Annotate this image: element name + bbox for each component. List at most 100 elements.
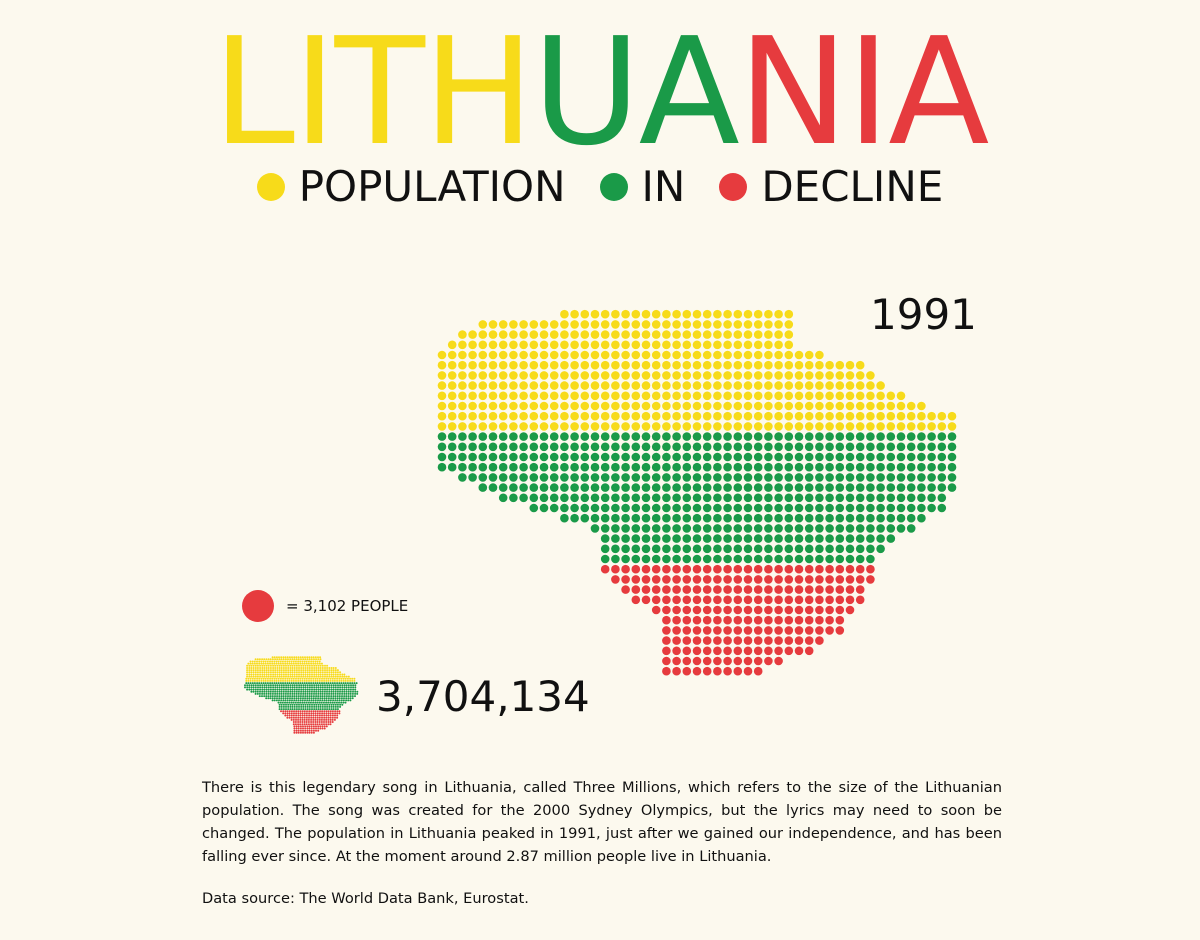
population-dot xyxy=(743,371,753,380)
mini-map-dot xyxy=(310,690,313,693)
mini-map-dot xyxy=(310,716,313,719)
mini-map-dot xyxy=(295,727,298,730)
population-dot xyxy=(855,401,865,411)
mini-map-dot xyxy=(295,664,298,667)
population-dot xyxy=(753,371,763,380)
population-dot xyxy=(896,462,906,472)
mini-map-dot xyxy=(299,701,302,704)
mini-map-dot xyxy=(267,667,270,669)
mini-map-dot xyxy=(274,658,277,661)
mini-map-dot xyxy=(336,712,339,715)
mini-map-dot xyxy=(332,669,335,672)
population-dot xyxy=(580,513,590,523)
mini-map-dot xyxy=(313,692,315,695)
mini-map-dot xyxy=(293,725,296,728)
mini-map-dot xyxy=(336,716,339,719)
population-dot xyxy=(519,422,528,431)
subtitle: POPULATION IN DECLINE xyxy=(0,162,1200,211)
population-dot xyxy=(804,575,814,584)
population-dot xyxy=(917,462,926,472)
population-dot xyxy=(611,473,620,482)
mini-map-dot xyxy=(276,690,279,693)
mini-map-dot xyxy=(293,729,296,732)
population-dot xyxy=(784,544,794,554)
mini-map-dot xyxy=(318,712,321,715)
population-dot xyxy=(631,524,641,533)
population-dot xyxy=(702,432,712,441)
population-dot xyxy=(896,432,906,441)
mini-map-dot xyxy=(265,667,268,669)
mini-map-dot xyxy=(329,710,332,713)
population-dot xyxy=(519,350,528,360)
population-dot xyxy=(702,534,712,543)
population-dot xyxy=(529,493,539,503)
population-dot xyxy=(611,513,620,523)
population-dot xyxy=(662,585,671,594)
population-dot xyxy=(764,422,773,431)
mini-map-dot xyxy=(315,673,318,676)
mini-map-dot xyxy=(325,695,328,698)
population-dot xyxy=(764,595,773,605)
mini-map-dot xyxy=(291,656,293,659)
mini-map-dot xyxy=(266,682,269,685)
mini-map-dot xyxy=(265,686,268,689)
population-dot xyxy=(815,360,824,370)
population-dot xyxy=(713,309,722,319)
population-dot xyxy=(570,320,579,329)
mini-map-dot xyxy=(306,690,309,693)
population-dot xyxy=(672,493,681,503)
mini-map-dot xyxy=(248,684,251,687)
mini-map-dot xyxy=(250,667,253,669)
mini-map-dot xyxy=(272,673,275,676)
population-dot xyxy=(692,503,702,513)
mini-map-dot xyxy=(351,692,354,695)
mini-map-dot xyxy=(308,716,310,719)
mini-map-dot xyxy=(303,718,306,721)
mini-map-dot xyxy=(276,675,279,678)
mini-map-dot xyxy=(267,688,270,691)
population-dot xyxy=(692,452,702,462)
population-dot xyxy=(855,432,865,441)
mini-map-dot xyxy=(322,701,325,704)
mini-map-dot xyxy=(304,729,307,732)
population-dot xyxy=(917,473,926,482)
mini-map-dot xyxy=(282,703,285,706)
mini-map-dot xyxy=(285,684,288,687)
mini-map-dot xyxy=(307,721,310,723)
mini-map-dot xyxy=(248,673,251,676)
population-dot xyxy=(702,524,712,533)
population-dot xyxy=(794,493,804,503)
population-dot xyxy=(621,320,630,329)
population-dot xyxy=(458,360,467,370)
mini-map-dot xyxy=(330,705,333,708)
mini-map-dot xyxy=(282,671,285,674)
population-dot xyxy=(600,462,610,472)
population-dot xyxy=(866,371,875,380)
mini-map-dot xyxy=(302,684,305,687)
mini-map-dot xyxy=(313,664,316,667)
population-dot xyxy=(560,381,569,390)
mini-map-dot xyxy=(321,667,324,669)
population-dot xyxy=(509,452,518,462)
mini-map-dot xyxy=(302,697,304,700)
population-dot xyxy=(855,473,865,482)
population-dot xyxy=(519,411,528,421)
population-dot xyxy=(641,503,651,513)
mini-map-dot xyxy=(269,673,272,676)
mini-map-dot xyxy=(311,684,313,687)
population-dot xyxy=(733,452,743,462)
population-dot xyxy=(896,483,906,492)
mini-map-dot xyxy=(259,667,262,669)
mini-map-dot xyxy=(328,667,331,669)
mini-map-dot xyxy=(302,688,305,691)
population-dot xyxy=(692,615,702,625)
population-dot xyxy=(825,422,834,431)
population-dot xyxy=(662,360,671,370)
mini-map-dot xyxy=(302,705,305,708)
population-dot xyxy=(815,524,824,533)
mini-map-dot xyxy=(311,671,313,674)
mini-map-dot xyxy=(293,686,296,689)
population-dot xyxy=(478,432,488,441)
population-dot xyxy=(529,320,539,329)
population-dot xyxy=(468,462,477,472)
